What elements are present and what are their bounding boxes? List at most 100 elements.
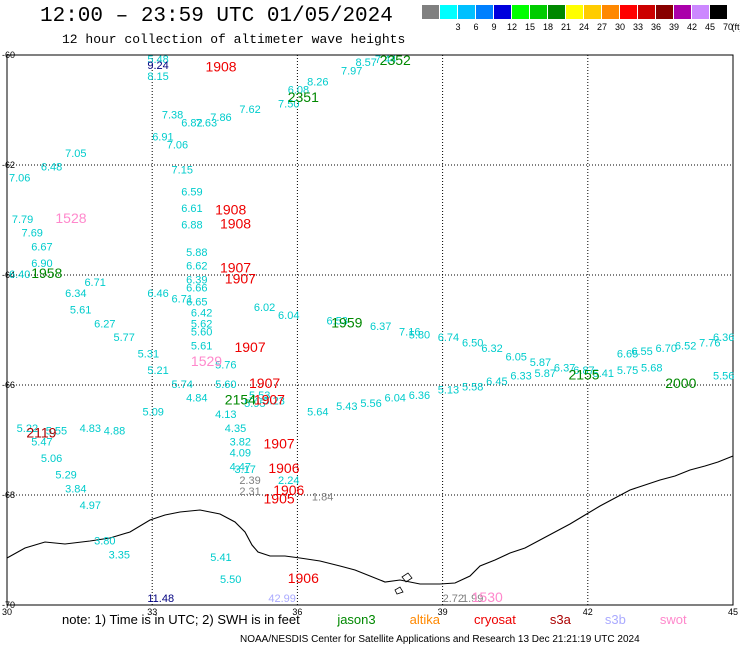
swh-value: 4.47 bbox=[230, 461, 251, 473]
swh-value: 11.48 bbox=[147, 593, 174, 605]
swh-value: 7.69 bbox=[22, 228, 43, 240]
note-line: note: 1) Time is in UTC; 2) SWH is in fe… bbox=[62, 612, 695, 627]
swh-value: 6.48 bbox=[41, 162, 62, 174]
swh-value: 7.97 bbox=[341, 65, 362, 77]
swh-value: 3.84 bbox=[65, 483, 86, 495]
swh-value: 5.80 bbox=[409, 329, 430, 341]
swh-value: 6.34 bbox=[65, 288, 86, 300]
swh-value: 6.50 bbox=[462, 338, 483, 350]
swh-value: 6.65 bbox=[186, 296, 207, 308]
legend-label: 15 bbox=[524, 22, 535, 32]
swh-value: 5.55 bbox=[46, 426, 67, 438]
swh-value: 3.17 bbox=[234, 464, 255, 476]
swh-value: 5.09 bbox=[143, 406, 164, 418]
lon-tick-label: 45 bbox=[728, 607, 738, 617]
legend-label: 6 bbox=[473, 22, 479, 32]
swh-value: 5.87 bbox=[530, 357, 551, 369]
satellite-name: altika bbox=[409, 612, 440, 627]
swh-value: 8.57 bbox=[355, 57, 376, 69]
swh-value: 5.29 bbox=[55, 470, 76, 482]
legend-swatch bbox=[710, 5, 727, 19]
pass-time-label: 1959 bbox=[331, 314, 362, 330]
swh-value: 5.62 bbox=[191, 318, 212, 330]
legend-swatch bbox=[620, 5, 637, 19]
satellite-name: s3a bbox=[549, 612, 571, 627]
legend-swatch bbox=[476, 5, 493, 19]
lat-tick-label: -66 bbox=[2, 380, 15, 390]
swh-value: 7.50 bbox=[278, 98, 299, 110]
legend-swatch bbox=[530, 5, 547, 19]
swh-value: 6.82 bbox=[181, 118, 202, 130]
swh-value: 4.83 bbox=[80, 423, 101, 435]
lat-tick-label: -64 bbox=[2, 270, 15, 280]
lon-tick-label: 39 bbox=[438, 607, 448, 617]
swh-value: 5.22 bbox=[17, 423, 38, 435]
swh-value: 7.16 bbox=[399, 327, 420, 339]
swh-value: 4.84 bbox=[186, 393, 207, 405]
legend-label: 21 bbox=[560, 22, 571, 32]
lat-tick-label: -70 bbox=[2, 600, 15, 610]
swh-value: 5.41 bbox=[593, 368, 614, 380]
swh-value: 6.32 bbox=[481, 343, 502, 355]
swh-value: 7.79 bbox=[12, 214, 33, 226]
pass-time-label: 1907 bbox=[249, 375, 280, 391]
swh-value: 7.63 bbox=[196, 118, 217, 130]
legend-label: 30 bbox=[614, 22, 625, 32]
pass-time-label: 1907 bbox=[264, 435, 295, 451]
lat-tick-label: -60 bbox=[2, 50, 15, 60]
swh-value: 5.41 bbox=[210, 552, 231, 564]
pass-time-label: 2155 bbox=[568, 367, 599, 383]
swh-value: 6.52 bbox=[675, 340, 696, 352]
satellite-list: jason3 altika cryosat s3a s3b swot bbox=[307, 612, 690, 627]
swh-value: 6.04 bbox=[385, 393, 406, 405]
swh-value: 6.53 bbox=[326, 316, 347, 328]
swh-value: 5.43 bbox=[336, 401, 357, 413]
swh-value: 1.84 bbox=[312, 492, 333, 504]
swh-value: 2.24 bbox=[278, 475, 299, 487]
swh-value: 5.56 bbox=[360, 398, 381, 410]
satellite-name: cryosat bbox=[473, 612, 516, 627]
pass-time-label: 1528 bbox=[55, 210, 86, 226]
swh-value: 5.61 bbox=[70, 305, 91, 317]
map-frame bbox=[6, 54, 734, 606]
swh-value: 5.76 bbox=[215, 360, 236, 372]
swh-value: 7.76 bbox=[699, 338, 720, 350]
legend-label: 42 bbox=[686, 22, 697, 32]
swh-value: 5.87 bbox=[535, 368, 556, 380]
swh-value: 6.02 bbox=[254, 302, 275, 314]
swh-value: 6.59 bbox=[181, 186, 202, 198]
swh-value: 6.67 bbox=[31, 241, 52, 253]
swh-value: 5.06 bbox=[41, 453, 62, 465]
lon-tick-label: 33 bbox=[147, 607, 157, 617]
lon-tick-label: 30 bbox=[2, 607, 12, 617]
swh-value: 5.95 bbox=[244, 398, 265, 410]
swh-value: 5.23 bbox=[264, 395, 285, 407]
legend-label: 45 bbox=[704, 22, 715, 32]
swh-value: 6.74 bbox=[438, 332, 459, 344]
swh-value: 6.39 bbox=[186, 274, 207, 286]
pass-time-label: 1908 bbox=[215, 202, 246, 218]
legend-swatch bbox=[494, 5, 511, 19]
swh-value: 5.64 bbox=[307, 406, 328, 418]
swh-value: 4.88 bbox=[104, 426, 125, 438]
pass-time-label: 1907 bbox=[254, 391, 285, 407]
swh-value: 7.86 bbox=[210, 112, 231, 124]
legend-label: 3 bbox=[455, 22, 461, 32]
swh-value: 6.36 bbox=[713, 332, 734, 344]
swh-value: 5.48 bbox=[147, 54, 168, 66]
longitude-ticks: 30 33 36 39 42 45 bbox=[2, 607, 738, 617]
legend-label: 9 bbox=[491, 22, 497, 32]
swh-value: 2.31 bbox=[239, 486, 260, 498]
swh-value: 6.55 bbox=[631, 346, 652, 358]
swh-value: 6.91 bbox=[152, 131, 173, 143]
pass-time-label: 1906 bbox=[273, 482, 304, 498]
swh-value: 5.56 bbox=[713, 371, 734, 383]
grid-lines bbox=[7, 55, 733, 605]
pass-time-label: 1907 bbox=[234, 339, 265, 355]
satellite-name: s3b bbox=[604, 612, 626, 627]
swh-value: 4.09 bbox=[230, 448, 251, 460]
swh-value: 7.06 bbox=[9, 173, 30, 185]
swh-value: 5.68 bbox=[641, 362, 662, 374]
swh-value: 5.58 bbox=[462, 382, 483, 394]
